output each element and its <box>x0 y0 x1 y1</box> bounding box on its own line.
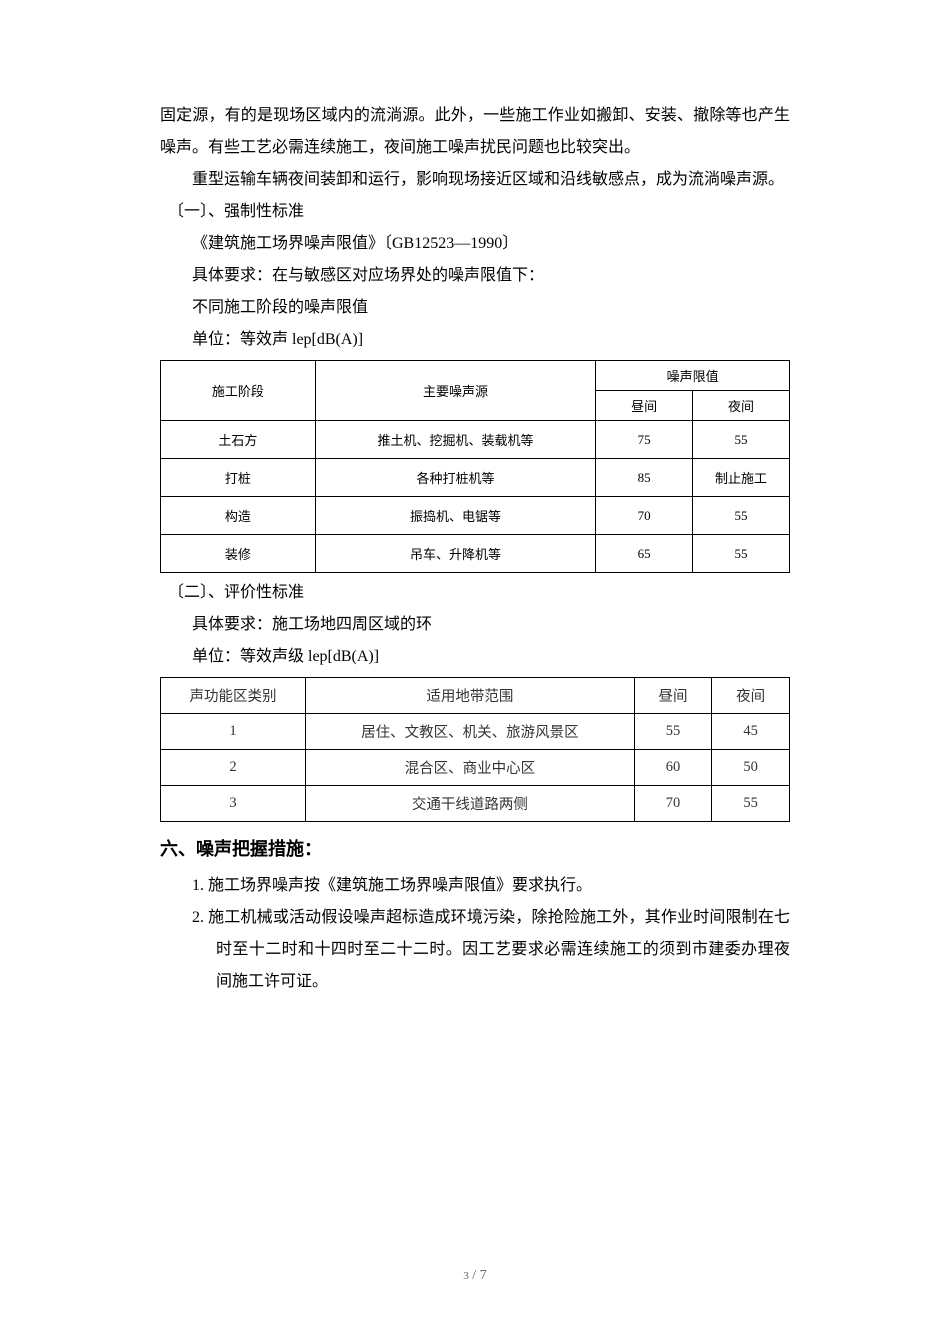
t2-r0-day: 55 <box>634 714 712 750</box>
eval-req: 具体要求：施工场地四周区域的环 <box>160 609 790 641</box>
t2-r2-day: 70 <box>634 786 712 822</box>
t2-r0-cat: 1 <box>161 714 306 750</box>
page-number: 3 / 7 <box>0 1268 950 1284</box>
th-stage: 施工阶段 <box>161 361 316 421</box>
t2-r2-night: 55 <box>712 786 790 822</box>
th2-night: 夜间 <box>712 678 790 714</box>
paragraph-1: 固定源，有的是现场区域内的流淌源。此外，一些施工作业如搬卸、安装、撤除等也产生噪… <box>160 100 790 164</box>
t1-r1-day: 85 <box>596 459 693 497</box>
t1-r3-source: 吊车、升降机等 <box>315 535 595 573</box>
t1-r0-source: 推土机、挖掘机、装载机等 <box>315 421 595 459</box>
t1-r3-day: 65 <box>596 535 693 573</box>
section-2-label: 〔二〕、评价性标准 <box>160 577 790 609</box>
t2-r1-day: 60 <box>634 750 712 786</box>
standard-req: 具体要求：在与敏感区对应场界处的噪声限值下： <box>160 260 790 292</box>
t2-r2-scope: 交通干线道路两侧 <box>306 786 635 822</box>
t2-r0-scope: 居住、文教区、机关、旅游风景区 <box>306 714 635 750</box>
unit-label-1: 单位：等效声 lep[dB(A)] <box>160 324 790 356</box>
th-limit: 噪声限值 <box>596 361 790 391</box>
page-total: 7 <box>480 1268 487 1283</box>
page-content: 固定源，有的是现场区域内的流淌源。此外，一些施工作业如搬卸、安装、撤除等也产生噪… <box>0 0 950 1058</box>
t1-r2-source: 振捣机、电锯等 <box>315 497 595 535</box>
t1-r2-stage: 构造 <box>161 497 316 535</box>
t1-r2-day: 70 <box>596 497 693 535</box>
t2-r1-cat: 2 <box>161 750 306 786</box>
t1-r0-night: 55 <box>693 421 790 459</box>
t1-r3-stage: 装修 <box>161 535 316 573</box>
t1-r1-night: 制止施工 <box>693 459 790 497</box>
th2-cat: 声功能区类别 <box>161 678 306 714</box>
heading-6: 六、噪声把握措施： <box>160 830 790 870</box>
standard-desc: 不同施工阶段的噪声限值 <box>160 292 790 324</box>
measure-item-1: 1. 施工场界噪声按《建筑施工场界噪声限值》要求执行。 <box>192 870 790 902</box>
t2-r0-night: 45 <box>712 714 790 750</box>
t1-r1-stage: 打桩 <box>161 459 316 497</box>
t2-r2-cat: 3 <box>161 786 306 822</box>
unit-label-2: 单位：等效声级 lep[dB(A)] <box>160 641 790 673</box>
measure-item-2: 2. 施工机械或活动假设噪声超标造成环境污染，除抢险施工外，其作业时间限制在七时… <box>192 902 790 998</box>
section-1-label: 〔一〕、强制性标准 <box>160 196 790 228</box>
zone-table: 声功能区类别 适用地带范围 昼间 夜间 1 居住、文教区、机关、旅游风景区 55… <box>160 677 790 822</box>
paragraph-2: 重型运输车辆夜间装卸和运行，影响现场接近区域和沿线敏感点，成为流淌噪声源。 <box>160 164 790 196</box>
th2-scope: 适用地带范围 <box>306 678 635 714</box>
th-source: 主要噪声源 <box>315 361 595 421</box>
t2-r1-night: 50 <box>712 750 790 786</box>
standard-title: 《建筑施工场界噪声限值》〔GB12523—1990〕 <box>160 228 790 260</box>
t1-r0-day: 75 <box>596 421 693 459</box>
th-day: 昼间 <box>596 391 693 421</box>
noise-limit-table: 施工阶段 主要噪声源 噪声限值 昼间 夜间 土石方 推土机、挖掘机、装载机等 7… <box>160 360 790 573</box>
t1-r0-stage: 土石方 <box>161 421 316 459</box>
th-night: 夜间 <box>693 391 790 421</box>
t1-r2-night: 55 <box>693 497 790 535</box>
t1-r3-night: 55 <box>693 535 790 573</box>
t1-r1-source: 各种打桩机等 <box>315 459 595 497</box>
t2-r1-scope: 混合区、商业中心区 <box>306 750 635 786</box>
th2-day: 昼间 <box>634 678 712 714</box>
page-sep: / <box>469 1268 480 1283</box>
